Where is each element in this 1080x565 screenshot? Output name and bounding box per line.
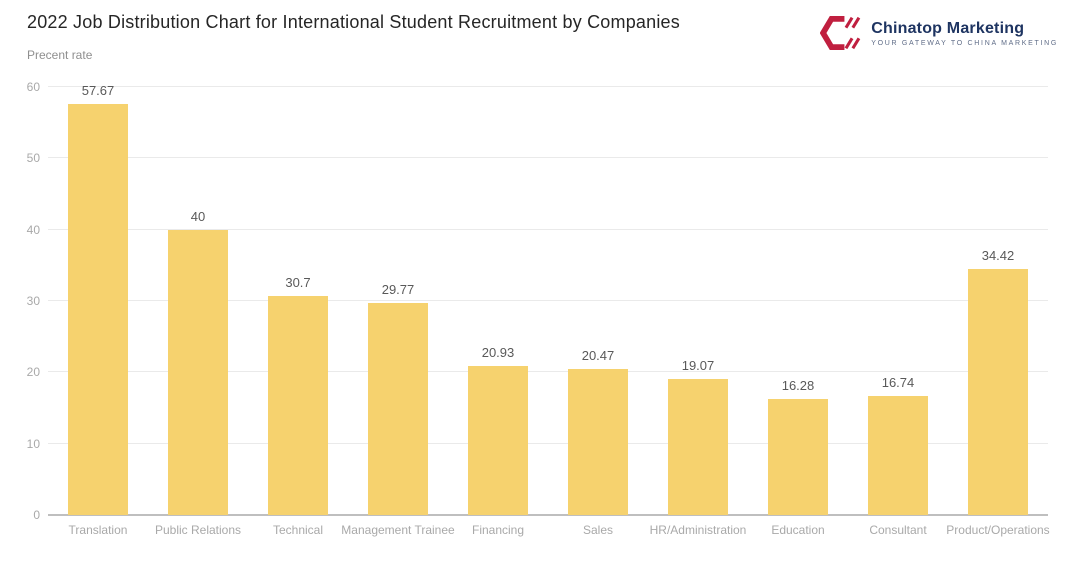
y-tick-label-60: 60 xyxy=(26,80,40,94)
x-axis-line xyxy=(48,514,1048,516)
bar-band: 34.42 Product/Operations xyxy=(946,87,1049,537)
category-label: Education xyxy=(771,523,825,537)
bar-band: 29.77 Management Trainee xyxy=(341,87,454,537)
bar-value-label: 16.28 xyxy=(781,377,815,393)
bar-technical xyxy=(268,296,328,515)
bar-band: 57.67 Translation xyxy=(48,83,148,537)
bar-value-label: 20.93 xyxy=(481,344,515,360)
gridline-30 xyxy=(48,300,1048,301)
bar-value-label: 19.07 xyxy=(681,357,715,373)
bar-value-label: 30.7 xyxy=(285,275,311,291)
bar-consultant xyxy=(868,395,928,515)
bar-value-label: 34.42 xyxy=(981,248,1015,264)
category-label: Sales xyxy=(582,523,614,537)
bar-value-label: 40 xyxy=(190,208,206,224)
bar-band: 30.7 Technical xyxy=(248,87,348,537)
gridline-60 xyxy=(48,86,1048,87)
bar-hr-administration xyxy=(668,378,728,515)
bar-value-label: 29.77 xyxy=(381,281,415,297)
brand-tagline: YOUR GATEWAY TO CHINA MARKETING xyxy=(871,39,1058,47)
bar-band: 16.74 Consultant xyxy=(848,87,948,537)
gridline-20 xyxy=(48,371,1048,373)
category-label: Financing xyxy=(471,523,525,537)
gridline-40 xyxy=(48,228,1048,230)
bar-value-label: 57.67 xyxy=(81,82,115,98)
bar-financing xyxy=(468,365,528,515)
bar-chart-plot-area: 57.67 Translation 40 Public Relations 30.7 Te… xyxy=(48,83,1050,537)
bar-product-operations xyxy=(968,269,1028,515)
gridline-50 xyxy=(48,157,1048,159)
category-label: Product/Operations xyxy=(946,523,1050,537)
bar-public-relations xyxy=(168,229,228,515)
page-title: 2022 Job Distribution Chart for Internat… xyxy=(27,12,680,32)
y-tick-label-50: 50 xyxy=(26,151,40,166)
bar-band: 19.07 HR/Administration xyxy=(648,87,748,537)
category-label: Translation xyxy=(68,523,128,537)
bar-band: 40 Public Relations xyxy=(148,87,248,537)
brand-name: Chinatop Marketing xyxy=(871,19,1025,37)
brand-logo: Chinatop Marketing YOUR GATEWAY TO CHINA… xyxy=(820,13,1058,53)
y-axis-unit-label: Precent rate xyxy=(27,48,93,62)
y-axis: 0 10 20 30 40 50 60 xyxy=(0,80,40,522)
y-tick-label-40: 40 xyxy=(26,222,40,237)
hexagon-c-logo-icon xyxy=(820,13,862,53)
category-label: Technical xyxy=(272,523,324,537)
category-label: Consultant xyxy=(869,523,927,537)
category-label: Public Relations xyxy=(154,523,242,537)
y-tick-label-20: 20 xyxy=(26,365,40,380)
bar-band: 20.93 Financing xyxy=(448,87,548,537)
bar-sales xyxy=(568,368,628,515)
brand-text-block: Chinatop Marketing YOUR GATEWAY TO CHINA… xyxy=(871,20,1058,47)
bar-band: 20.47 Sales xyxy=(548,87,648,537)
category-label: Management Trainee xyxy=(341,523,455,537)
y-tick-label-0: 0 xyxy=(33,508,40,522)
bar-band: 16.28 Education xyxy=(748,87,848,537)
bar-management-trainee xyxy=(368,302,428,515)
category-label: HR/Administration xyxy=(649,523,747,537)
bar-education xyxy=(768,398,828,515)
bar-value-label: 16.74 xyxy=(881,374,915,390)
bar-translation xyxy=(68,103,128,515)
gridline-10 xyxy=(48,442,1048,444)
y-tick-label-10: 10 xyxy=(26,436,40,451)
bar-value-label: 20.47 xyxy=(581,347,615,363)
y-tick-label-30: 30 xyxy=(26,294,40,308)
